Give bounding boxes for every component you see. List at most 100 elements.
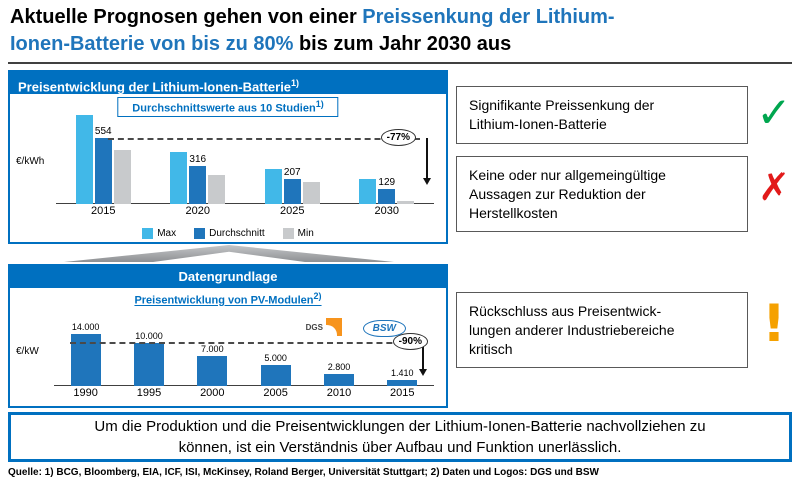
pv-modulpreis-bar — [133, 343, 164, 386]
bars-row: 207 — [264, 108, 321, 204]
bar-col: 5.000 — [260, 322, 291, 386]
pv-modulpreis-bar — [260, 365, 291, 386]
dgs-logo-text: DGS — [305, 322, 323, 332]
bar-group: 14.000 1990 — [70, 322, 102, 402]
data-basis-panel: Datengrundlage Preisentwicklung von PV-M… — [8, 264, 448, 408]
note-box-no-statements: Keine oder nur allgemeingültige Aussagen… — [456, 156, 748, 232]
bar-value-label: 2.800 — [327, 362, 351, 372]
title-highlight-text: Ionen-Batterie von bis zu 80% — [10, 33, 294, 55]
x-axis-label: 2005 — [263, 387, 288, 399]
min-bar — [302, 182, 320, 204]
dashed-reference-line — [70, 342, 422, 344]
bar-value-label: 10.000 — [135, 331, 163, 341]
cross-icon: ✗ — [758, 165, 790, 209]
bars-container: 14.000 1990 10.000 1995 7.000 2000 5.000 2005 2.… — [54, 322, 434, 402]
x-axis-line — [54, 385, 434, 386]
legend-label: Max — [157, 228, 177, 239]
pv-modulpreis-bar — [197, 356, 228, 386]
bar-group: 316 2020 — [169, 108, 226, 220]
upward-chevron-arrow — [64, 245, 394, 262]
bar-value-label: 14.000 — [71, 322, 100, 332]
pv-chart-ylabel: €/kW — [16, 346, 39, 357]
bar-group: 5.000 2005 — [260, 322, 292, 402]
x-axis-label: 2000 — [200, 387, 225, 399]
title-highlight-text: Preissenkung der Lithium- — [362, 6, 615, 28]
exclamation-icon: ! — [762, 294, 786, 354]
bar-value-label: 1.410 — [391, 368, 414, 378]
x-axis-label: 2015 — [91, 205, 116, 217]
bar-col: 129 — [378, 108, 396, 204]
pv-chart-region: Preisentwicklung von PV-Modulen2) €/kW D… — [10, 288, 446, 406]
bar-group: 554 2015 — [75, 108, 132, 220]
bar-col — [75, 108, 93, 204]
note-text: Rückschluss aus Preisentwick-lungen ande… — [469, 303, 675, 357]
note-box-inference-critical: Rückschluss aus Preisentwick-lungen ande… — [456, 292, 748, 368]
bar-col: 207 — [283, 108, 301, 204]
legend-swatch — [194, 228, 206, 239]
max-bar — [75, 115, 93, 204]
battery-panel-header: Preisentwicklung der Lithium-Ionen-Batte… — [10, 72, 446, 94]
bar-col — [170, 108, 188, 204]
legend-swatch — [142, 228, 154, 239]
pv-chart-title-text: Preisentwicklung von PV-Modulen — [134, 294, 314, 307]
battery-chart-title-sup: 1) — [315, 99, 324, 109]
source-footnote: Quelle: 1) BCG, Bloomberg, EIA, ICF, ISI… — [8, 467, 599, 478]
check-icon: ✓ — [756, 88, 792, 137]
battery-panel-header-text: Preisentwicklung der Lithium-Ionen-Batte… — [18, 79, 292, 95]
bar-col: 7.000 — [197, 322, 228, 386]
note-box-price-drop: Signifikante Preissenkung der Lithium-Io… — [456, 86, 748, 144]
bsw-logo: BSW — [362, 320, 406, 337]
title-text: bis zum Jahr 2030 aus — [293, 33, 512, 55]
x-axis-line — [56, 203, 434, 204]
legend-item: Min — [282, 228, 314, 239]
title-text: Aktuelle Prognosen gehen von einer — [10, 6, 363, 28]
durchschnitt-bar — [283, 179, 301, 204]
bar-group: 10.000 1995 — [133, 322, 165, 402]
battery-chart-region: Durchschnittswerte aus 10 Studien1) €/kW… — [10, 94, 446, 220]
title-divider — [8, 62, 792, 64]
data-panel-header: Datengrundlage — [10, 266, 446, 288]
battery-chart-title-text: Durchschnittswerte aus 10 Studien — [132, 102, 316, 115]
chart-legend: Max Durchschnitt Min — [10, 228, 446, 239]
slide-title-line1: Aktuelle Prognosen gehen von einer Preis… — [10, 4, 790, 31]
bar-group: 1.410 2015 — [386, 322, 418, 402]
dgs-logo: DGS — [306, 318, 342, 336]
decline-arrow — [423, 138, 431, 185]
max-bar — [359, 179, 377, 204]
bar-value-label: 554 — [94, 126, 112, 137]
note-text: Signifikante Preissenkung der Lithium-Io… — [469, 97, 655, 132]
x-axis-label: 1990 — [73, 387, 98, 399]
bars-row: 2.800 — [323, 322, 355, 386]
bar-col — [302, 108, 320, 204]
bars-row: 14.000 — [70, 322, 102, 386]
conclusion-text: Um die Produktion und die Preisentwicklu… — [94, 418, 706, 456]
bar-col: 316 — [189, 108, 207, 204]
bar-value-label: 7.000 — [201, 344, 224, 354]
slide-title: Aktuelle Prognosen gehen von einer Preis… — [10, 4, 790, 58]
legend-item: Durchschnitt — [194, 228, 265, 239]
legend-label: Durchschnitt — [209, 228, 265, 239]
max-bar — [170, 152, 188, 204]
battery-chart-ylabel: €/kWh — [16, 156, 45, 167]
x-axis-label: 2020 — [185, 205, 210, 217]
bar-col — [359, 108, 377, 204]
bars-row: 1.410 — [386, 322, 418, 386]
durchschnitt-bar — [378, 189, 396, 204]
percent-annotation: -77% — [380, 129, 416, 146]
bar-col — [208, 108, 226, 204]
bar-col: 2.800 — [323, 322, 354, 386]
min-bar — [397, 201, 415, 204]
bar-col: 14.000 — [70, 322, 101, 386]
x-axis-label: 1995 — [136, 387, 162, 399]
bars-row: 554 — [75, 108, 132, 204]
bsw-logo-text: BSW — [372, 323, 396, 334]
bar-col — [397, 108, 415, 204]
bar-col: 10.000 — [133, 322, 164, 386]
durchschnitt-bar — [189, 166, 207, 204]
dashed-reference-line — [108, 138, 420, 140]
bars-row: 10.000 — [133, 322, 165, 386]
bar-value-label: 207 — [283, 167, 301, 178]
x-axis-label: 2030 — [374, 205, 399, 217]
battery-panel-header-sup: 1) — [291, 78, 300, 88]
